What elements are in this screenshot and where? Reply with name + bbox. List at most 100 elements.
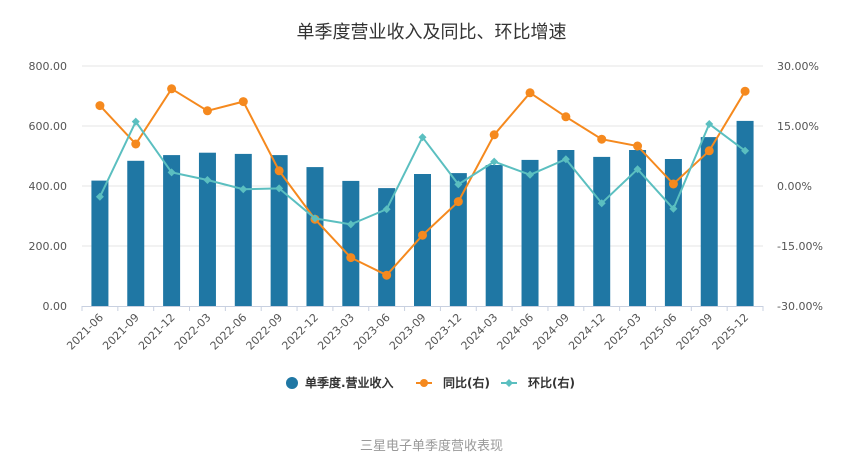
bar [485,165,503,306]
x-tick-label: 2021-12 [136,311,178,353]
left-axis-ticks: 0.00 200.00 400.00 600.00 800.00 [29,60,68,313]
x-tick-label: 2022-06 [208,311,250,353]
legend-label: 同比(右) [443,375,490,390]
bar [198,152,216,306]
data-point [95,101,105,111]
left-tick-label: 800.00 [29,60,68,73]
data-point [704,146,714,156]
data-point [167,168,176,177]
x-tick-label: 2022-03 [172,311,214,353]
x-tick-label: 2023-06 [351,311,393,353]
data-point [274,166,284,176]
bar [234,153,252,306]
bar [593,156,611,306]
data-point [526,170,535,179]
data-point [633,141,643,151]
data-point [669,204,678,213]
x-tick-label: 2023-09 [387,311,429,353]
x-tick-label: 2024-09 [530,311,572,353]
data-point [525,88,535,98]
data-point [131,117,140,126]
left-tick-label: 0.00 [43,300,68,313]
right-tick-label: -15.00% [777,240,823,253]
data-point [238,97,248,107]
data-point [382,270,392,280]
data-point [203,176,212,184]
data-point [382,205,391,214]
bar [127,160,145,306]
x-axis: 2021-062021-092021-122022-032022-062022-… [64,306,764,353]
data-point [741,146,750,155]
bar [163,155,181,306]
data-point [418,133,427,142]
bar [449,173,467,306]
chart-title: 单季度营业收入及同比、环比增速 [296,22,567,43]
bar [342,180,360,306]
x-tick-label: 2022-09 [244,311,286,353]
x-tick-label: 2024-03 [459,311,501,353]
chart-caption: 三星电子单季度营收表现 [359,439,503,454]
left-tick-label: 400.00 [29,180,68,193]
data-point [453,197,463,207]
data-point [740,86,750,96]
x-tick-label: 2025-03 [602,311,644,353]
data-point [202,106,212,116]
legend: 单季度.营业收入 同比(右) 环比(右) [286,375,575,390]
legend-item[interactable]: 单季度.营业收入 [286,375,394,390]
right-tick-label: 30.00% [777,60,819,73]
legend-label: 单季度.营业收入 [305,375,394,390]
data-point [633,165,642,174]
right-tick-label: 15.00% [777,120,819,133]
bar [414,174,431,306]
right-tick-label: -30.00% [777,300,823,313]
data-point [131,139,141,149]
left-tick-label: 600.00 [29,120,68,133]
bar [629,150,647,306]
data-point [418,230,427,240]
data-point [597,134,607,144]
data-point [346,253,356,263]
legend-item[interactable]: 环比(右) [501,375,575,390]
right-axis-ticks: -30.00% -15.00% 0.00% 15.00% 30.00% [777,60,823,313]
data-point [310,214,319,223]
legend-marker [420,379,428,387]
bar [664,159,682,306]
data-point [705,120,714,128]
data-point [597,199,606,208]
data-point [95,192,104,201]
legend-bar-symbol [286,377,298,389]
x-tick-label: 2022-12 [279,311,321,353]
bar [91,180,109,306]
bar [700,137,718,306]
x-tick-label: 2021-09 [100,311,142,353]
data-point [561,155,570,164]
legend-item[interactable]: 同比(右) [416,375,490,390]
data-point [489,130,499,140]
bar [521,159,539,306]
line-series [95,84,750,280]
line-series-2 [95,117,750,229]
legend-marker [505,379,513,387]
legend-label: 环比(右) [528,375,575,390]
x-tick-label: 2025-09 [674,311,716,353]
data-point [167,84,177,94]
data-point [454,180,463,189]
data-point [346,220,355,229]
bar [557,150,575,306]
x-tick-label: 2024-06 [494,311,536,353]
x-tick-label: 2023-12 [423,311,465,353]
right-tick-label: 0.00% [777,180,812,193]
data-point [239,185,248,194]
x-tick-label: 2025-06 [638,311,680,353]
bar-series [91,120,754,307]
x-tick-label: 2024-12 [566,311,608,353]
x-tick-label: 2025-12 [710,311,752,353]
bar [306,167,324,306]
bar [736,120,754,307]
data-point [561,112,571,122]
left-tick-label: 200.00 [29,240,68,253]
x-tick-label: 2021-06 [64,311,106,353]
data-point [490,157,499,166]
data-point [668,179,678,189]
